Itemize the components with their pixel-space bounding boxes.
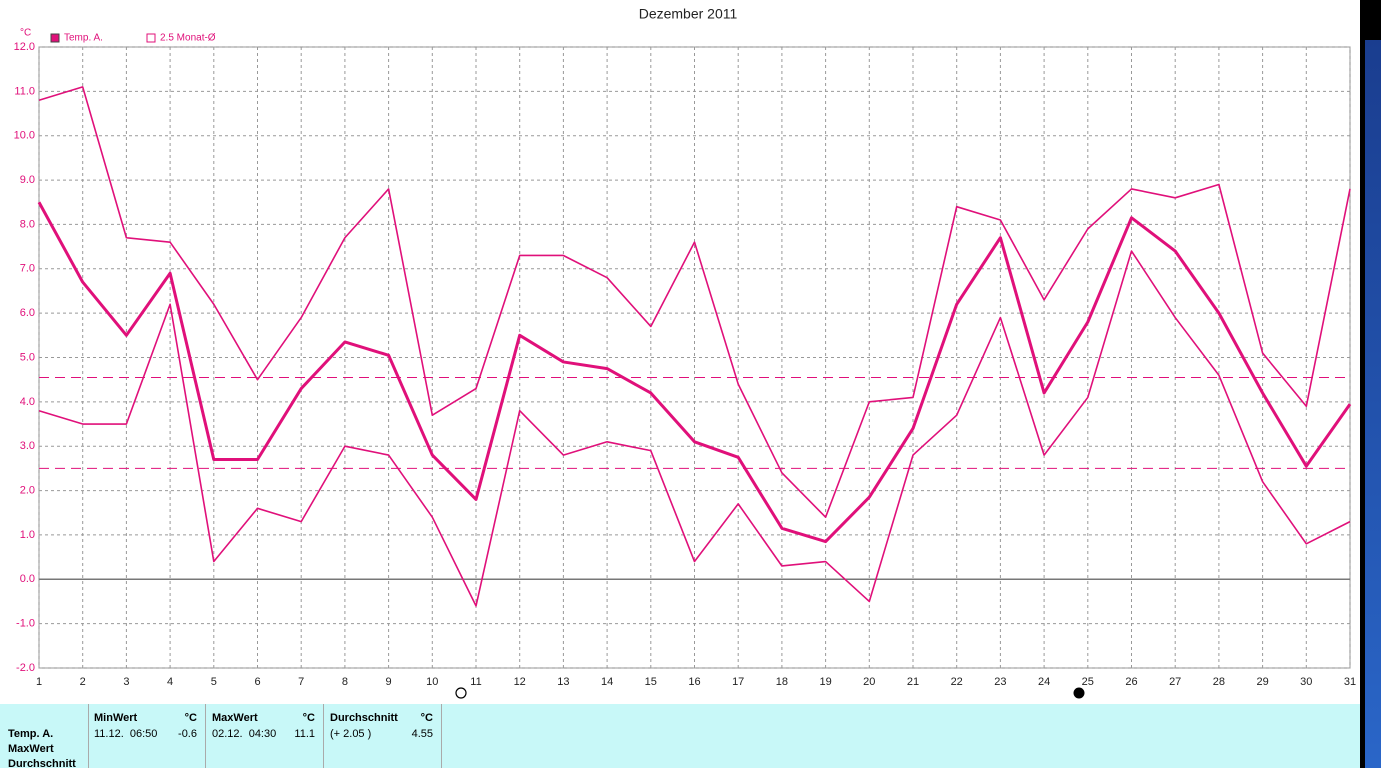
table-cell: 4.55: [411, 728, 433, 740]
legend-swatch: [50, 33, 60, 43]
moon-icon: [455, 687, 467, 699]
table-cell: 11.12. 06:50: [94, 728, 158, 740]
x-tick-label: 7: [298, 676, 304, 688]
x-tick-label: 20: [863, 676, 875, 688]
x-tick-label: 22: [951, 676, 963, 688]
table-cell: MinWert: [94, 712, 138, 724]
y-tick-label: 3.0: [20, 440, 35, 452]
y-tick-label: 8.0: [20, 218, 35, 230]
y-unit: °C: [20, 28, 31, 39]
desktop: [1365, 40, 1381, 768]
table-column: Durchschnitt °C (+ 2.05 ) 4.55: [324, 704, 442, 768]
x-tick-label: 29: [1256, 676, 1268, 688]
table-column: MaxWert °C 02.12. 04:30 11.1: [206, 704, 324, 768]
table-cell: Durchschnitt: [330, 712, 398, 724]
y-tick-label: 2.0: [20, 484, 35, 496]
y-tick-label: 4.0: [20, 396, 35, 408]
y-tick-label: -1.0: [16, 618, 35, 630]
x-tick-label: 23: [994, 676, 1006, 688]
table-cell: MaxWert: [212, 712, 258, 724]
x-tick-label: 31: [1344, 676, 1356, 688]
y-tick-label: -2.0: [16, 662, 35, 674]
x-tick-label: 3: [123, 676, 129, 688]
y-tick-label: 0.0: [20, 573, 35, 585]
data-line: [38, 86, 1351, 518]
x-tick-label: 2: [80, 676, 86, 688]
summary-table: Temp. A. MaxWert Durchschnitt MinWert °C 1…: [0, 704, 1360, 770]
x-tick-label: 30: [1300, 676, 1312, 688]
table-cell: °C: [184, 712, 197, 724]
x-tick-label: 19: [819, 676, 831, 688]
x-tick-label: 25: [1082, 676, 1094, 688]
x-tick-label: 15: [645, 676, 657, 688]
chart: Dezember 2011 °C -2.0 -1.0 0.0 1.0 2.0 3.0 4.0…: [14, 6, 1356, 699]
x-tick-label: 10: [426, 676, 438, 688]
legend-label: Temp. A.: [64, 33, 103, 44]
x-tick-label: 13: [557, 676, 569, 688]
x-tick-label: 9: [386, 676, 392, 688]
y-tick-label: 6.0: [20, 307, 35, 319]
x-tick-label: 17: [732, 676, 744, 688]
x-tick-label: 6: [254, 676, 260, 688]
x-tick-label: 4: [167, 676, 173, 688]
table-cell: -0.6: [178, 728, 197, 740]
data-line: [37, 201, 1352, 544]
x-tick-label: 1: [36, 676, 42, 688]
legend-label: 2.5 Monat-Ø: [160, 33, 216, 44]
table-cell: °C: [420, 712, 433, 724]
y-tick-label: 7.0: [20, 263, 35, 275]
table-cell: °C: [302, 712, 315, 724]
moon-icon: [1073, 687, 1085, 699]
x-tick-label: 24: [1038, 676, 1050, 688]
x-tick-label: 26: [1125, 676, 1137, 688]
row-label: Temp. A.: [8, 728, 54, 740]
row-label: MaxWert: [8, 743, 54, 755]
x-tick-label: 11: [470, 676, 481, 688]
x-tick-label: 8: [342, 676, 348, 688]
y-tick-label: 1.0: [20, 529, 35, 541]
x-tick-label: 28: [1213, 676, 1225, 688]
window-edge: [1360, 0, 1381, 768]
row-label: Durchschnitt: [8, 758, 76, 770]
table-cell: 11.1: [294, 728, 315, 740]
data-line: [38, 250, 1351, 607]
y-tick-label: 12.0: [14, 41, 35, 53]
row-labels: Temp. A. MaxWert Durchschnitt: [0, 704, 89, 770]
y-tick-label: 5.0: [20, 351, 35, 363]
x-tick-label: 14: [601, 676, 613, 688]
table-column: MinWert °C 11.12. 06:50 -0.6: [88, 704, 206, 768]
table-cell: 02.12. 04:30: [212, 728, 277, 740]
x-tick-label: 12: [514, 676, 526, 688]
table-cell: (+ 2.05 ): [330, 728, 372, 740]
x-tick-label: 27: [1169, 676, 1181, 688]
y-tick-label: 11.0: [14, 85, 35, 97]
y-tick-label: 10.0: [14, 130, 35, 142]
legend-swatch: [146, 33, 156, 43]
chart-title: Dezember 2011: [639, 6, 738, 22]
y-tick-label: 9.0: [20, 174, 35, 186]
x-tick-label: 18: [776, 676, 788, 688]
x-tick-label: 16: [688, 676, 700, 688]
x-tick-label: 21: [907, 676, 919, 688]
x-tick-label: 5: [211, 676, 217, 688]
